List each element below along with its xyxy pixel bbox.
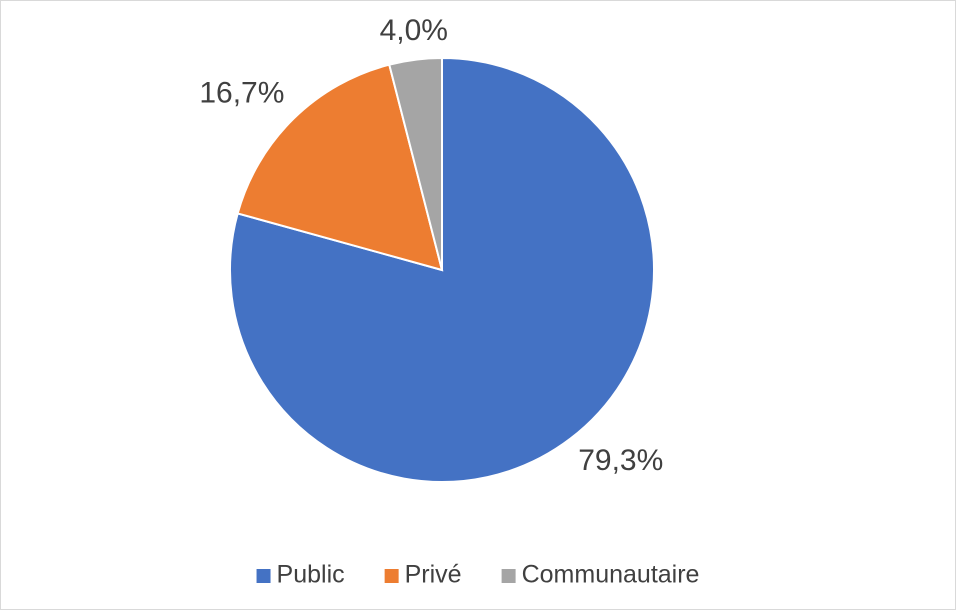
data-label: 4,0% <box>380 14 448 47</box>
legend-label: Public <box>277 561 345 589</box>
legend-swatch <box>384 569 399 583</box>
legend-label: Privé <box>405 561 462 589</box>
legend-swatch <box>256 569 271 583</box>
pie-slice <box>236 63 444 272</box>
data-label: 79,3% <box>578 444 663 477</box>
data-label: 16,7% <box>199 76 284 109</box>
pie-slice <box>229 56 655 483</box>
legend-label: Communautaire <box>522 561 700 589</box>
legend-swatch <box>501 569 516 583</box>
pie-slice <box>388 56 443 271</box>
